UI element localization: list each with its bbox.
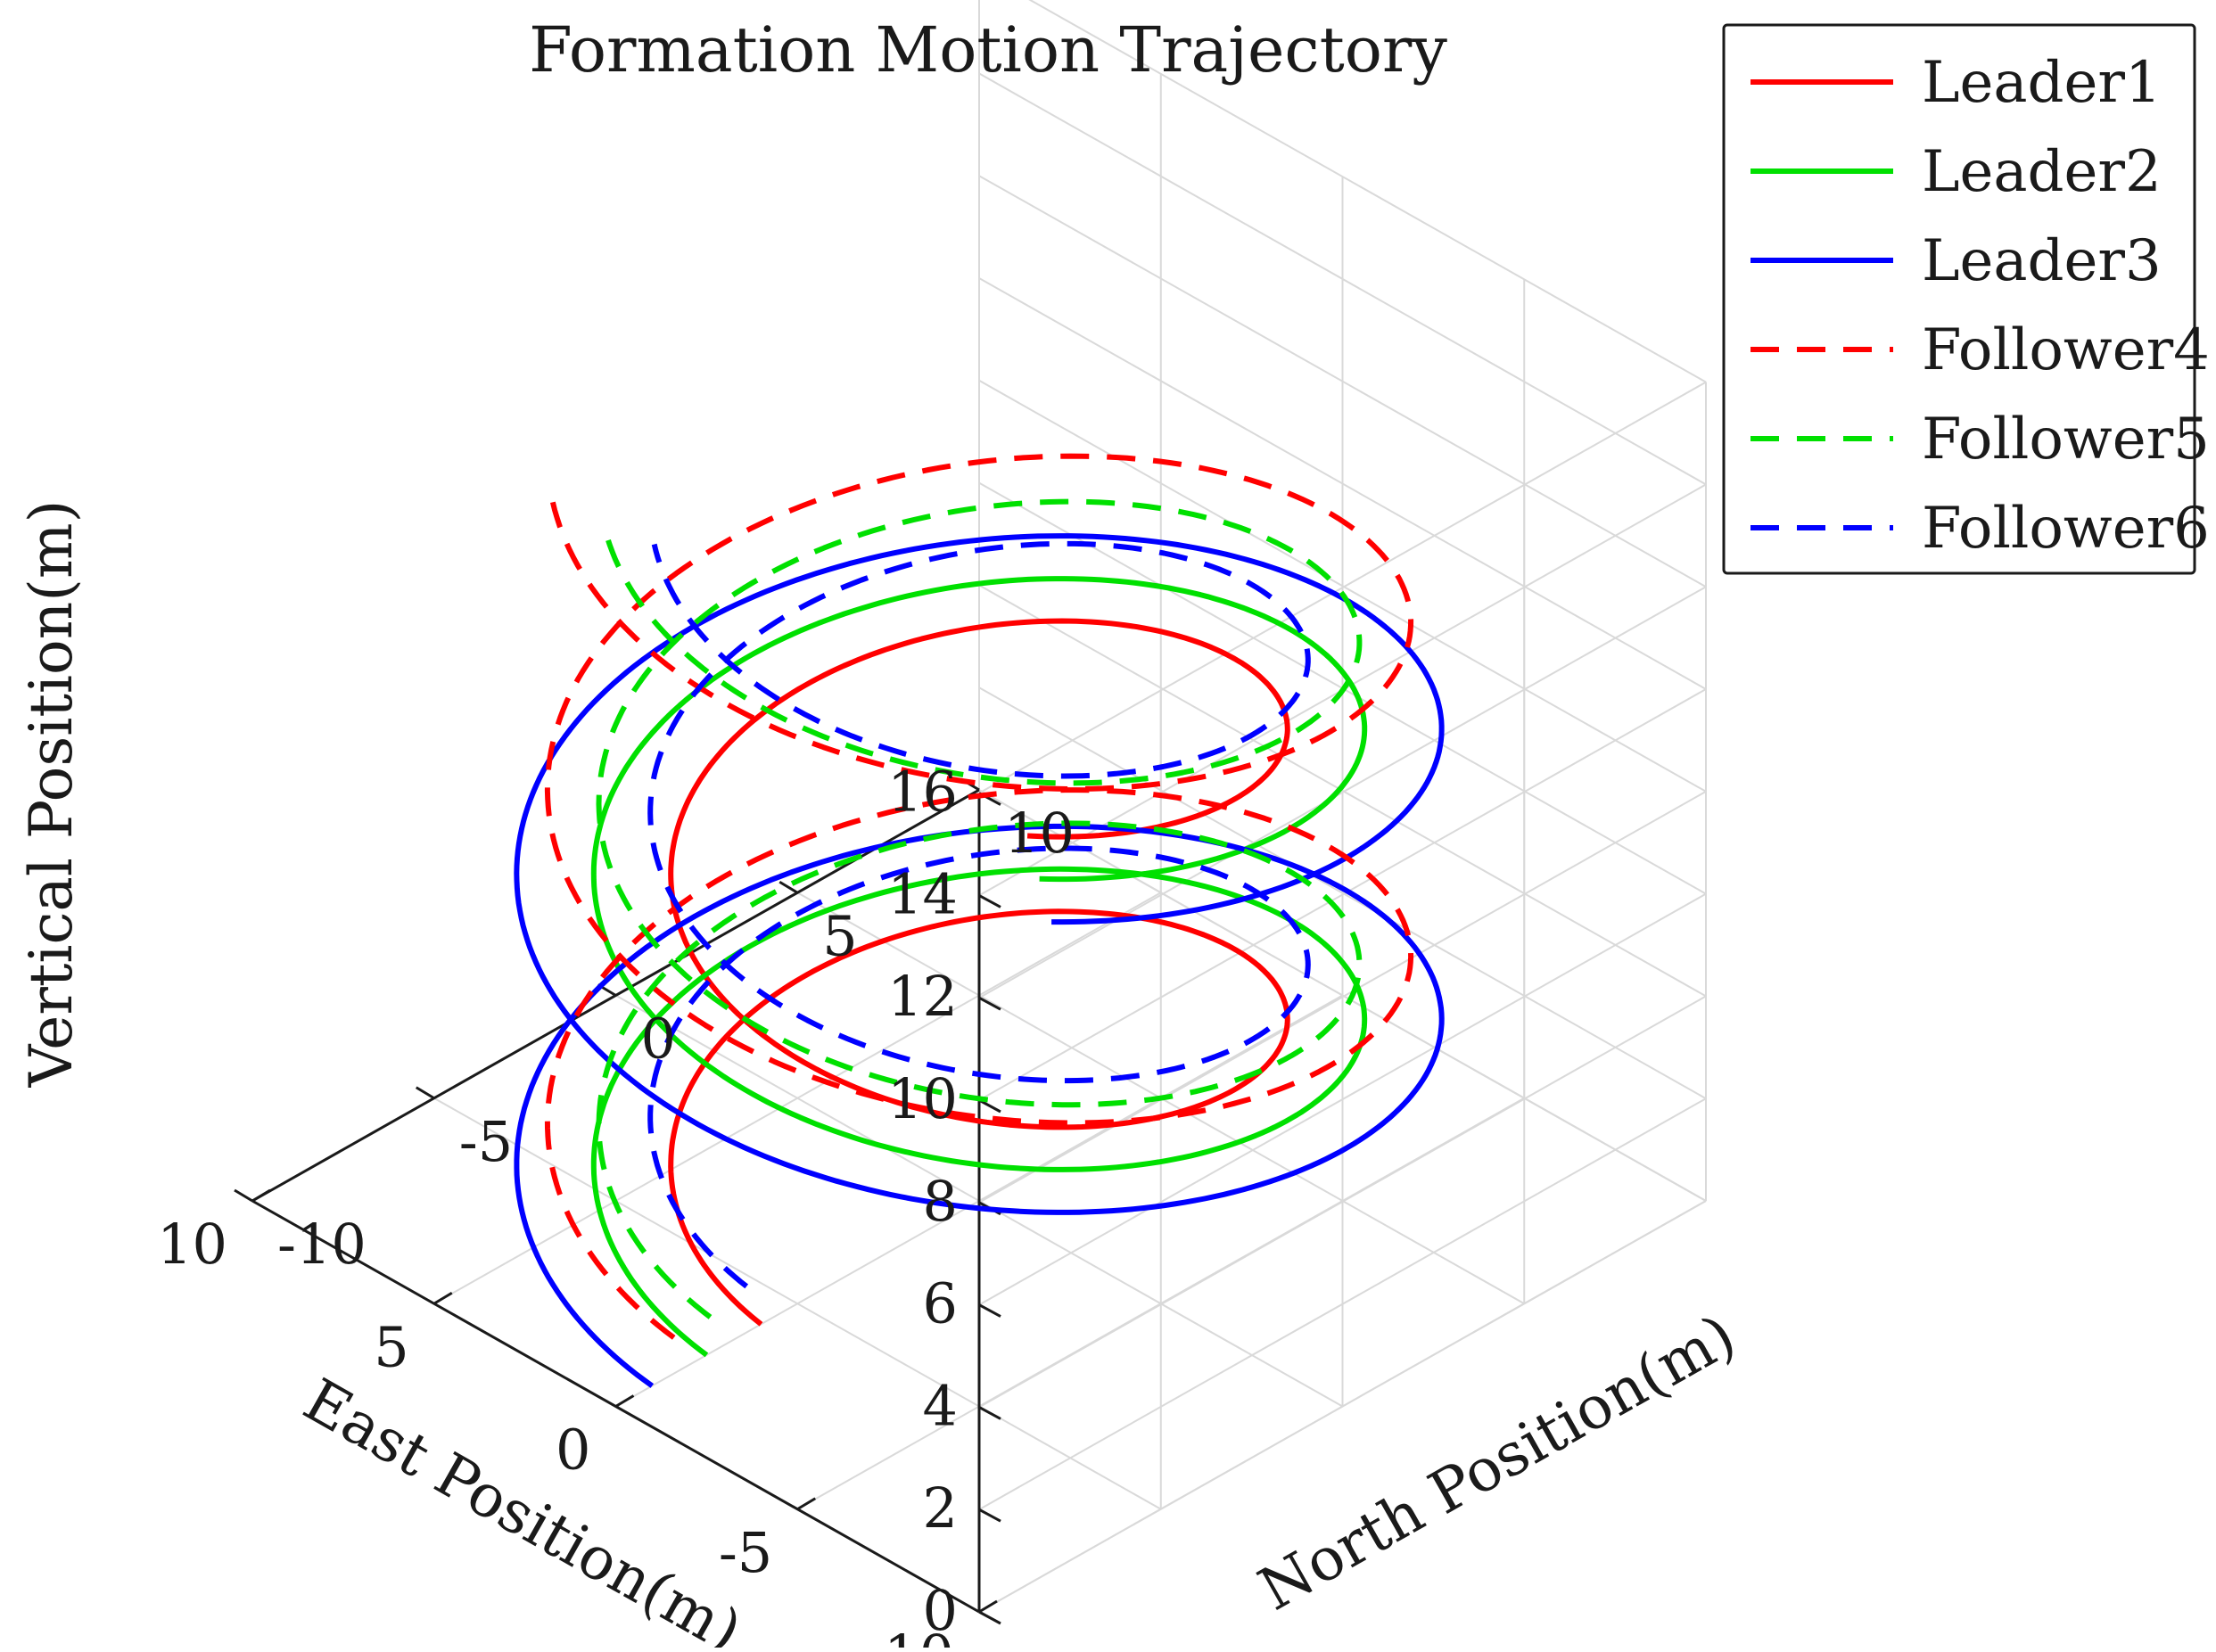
legend-label-leader1: Leader1 bbox=[1922, 50, 2162, 116]
z-tick-mark bbox=[978, 1303, 1001, 1318]
series-line-follower6 bbox=[647, 540, 1311, 1289]
grid-line bbox=[978, 1097, 1707, 1511]
y-tick-label: -10 bbox=[277, 1212, 367, 1277]
grid-line bbox=[978, 379, 1707, 793]
series-line-leader3 bbox=[514, 533, 1445, 1388]
z-axis-label: Vertical Position(m) bbox=[17, 500, 86, 1089]
grid-line bbox=[978, 688, 1707, 1101]
z-tick-label: 0 bbox=[923, 1578, 958, 1643]
legend-label-leader2: Leader2 bbox=[1922, 139, 2162, 205]
grid-layer bbox=[251, 0, 1707, 1613]
grid-line bbox=[978, 790, 1707, 1204]
x-tick-label: 5 bbox=[374, 1314, 408, 1379]
legend-label-follower4: Follower4 bbox=[1922, 317, 2210, 383]
legend-label-leader3: Leader3 bbox=[1922, 228, 2162, 294]
z-tick-label: 2 bbox=[923, 1475, 958, 1541]
x-tick-mark bbox=[614, 1394, 635, 1408]
x-tick-mark bbox=[796, 1497, 817, 1511]
legend-box bbox=[1722, 23, 2196, 575]
grid-line bbox=[978, 586, 1707, 999]
z-tick-mark bbox=[978, 894, 1001, 908]
z-tick-label: 12 bbox=[887, 964, 958, 1029]
y-tick-mark bbox=[415, 1086, 435, 1100]
legend: Leader1 Leader2 Leader3 Follower4 Follower5 F… bbox=[1722, 23, 2210, 575]
y-tick-label: 0 bbox=[641, 1007, 676, 1072]
y-tick-mark bbox=[778, 880, 799, 894]
y-tick-mark bbox=[234, 1188, 253, 1203]
x-tick-mark bbox=[978, 1599, 998, 1614]
grid-line bbox=[1028, 0, 1707, 383]
series-line-leader2 bbox=[590, 576, 1368, 1358]
z-tick-mark bbox=[978, 996, 1001, 1011]
z-tick-mark bbox=[978, 1406, 1001, 1420]
x-axis-label: East Position(m) bbox=[292, 1366, 753, 1648]
z-tick-label: 16 bbox=[887, 760, 958, 825]
x-tick-mark bbox=[251, 1188, 271, 1203]
series-line-follower4 bbox=[544, 453, 1414, 1340]
z-tick-label: 14 bbox=[887, 861, 958, 926]
grid-line bbox=[978, 277, 1707, 690]
z-tick-label: 10 bbox=[887, 1066, 958, 1131]
grid-line bbox=[978, 381, 1707, 794]
y-tick-label: -5 bbox=[459, 1109, 513, 1174]
z-tick-label: 8 bbox=[923, 1169, 958, 1234]
chart-title: Formation Motion Trajectory bbox=[529, 13, 1447, 86]
x-tick-label: 10 bbox=[157, 1212, 227, 1277]
grid-line bbox=[433, 1097, 1162, 1510]
z-tick-mark bbox=[978, 1610, 1001, 1625]
y-tick-label: 10 bbox=[1004, 801, 1075, 866]
series-layer bbox=[514, 453, 1445, 1388]
x-tick-mark bbox=[432, 1291, 453, 1305]
z-tick-mark bbox=[978, 1508, 1001, 1523]
x-tick-label: 0 bbox=[556, 1418, 590, 1483]
z-tick-label: 6 bbox=[923, 1271, 958, 1336]
grid-line bbox=[978, 175, 1707, 588]
z-tick-label: 4 bbox=[923, 1373, 958, 1438]
y-axis-label: North Position(m) bbox=[1248, 1301, 1747, 1623]
legend-label-follower5: Follower5 bbox=[1922, 407, 2210, 473]
grid-line bbox=[978, 789, 1707, 1202]
legend-label-follower6: Follower6 bbox=[1922, 496, 2210, 562]
y-tick-label: 5 bbox=[822, 903, 857, 968]
grid-line bbox=[978, 892, 1707, 1306]
x-tick-label: -5 bbox=[719, 1520, 772, 1585]
grid-line bbox=[978, 72, 1707, 486]
z-tick-mark bbox=[978, 1098, 1001, 1114]
